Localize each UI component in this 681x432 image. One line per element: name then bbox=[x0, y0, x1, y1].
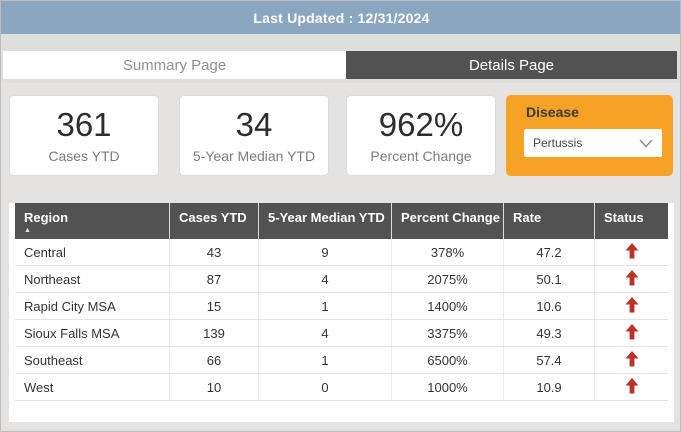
cell-median: 1 bbox=[259, 347, 392, 373]
cell-rate: 10.9 bbox=[504, 374, 595, 400]
disease-filter-card: Disease Pertussis bbox=[506, 95, 673, 176]
kpi-label: Percent Change bbox=[370, 147, 472, 164]
disease-dropdown[interactable]: Pertussis bbox=[524, 129, 662, 157]
kpi-label: 5-Year Median YTD bbox=[192, 147, 316, 164]
status-up-arrow-icon bbox=[625, 323, 639, 343]
cell-region: Sioux Falls MSA bbox=[15, 320, 170, 346]
chevron-down-icon bbox=[639, 139, 653, 148]
cell-percent-change: 3375% bbox=[392, 320, 504, 346]
cell-cases: 15 bbox=[170, 293, 259, 319]
cell-status bbox=[595, 347, 668, 373]
status-up-arrow-icon bbox=[625, 296, 639, 316]
cell-median: 4 bbox=[259, 266, 392, 292]
cell-cases: 139 bbox=[170, 320, 259, 346]
cell-status bbox=[595, 239, 668, 265]
cell-median: 1 bbox=[259, 293, 392, 319]
table-header-row: Region ▲ Cases YTD 5-Year Median YTD Per… bbox=[15, 203, 668, 239]
cell-region: West bbox=[15, 374, 170, 400]
table-row[interactable]: Southeast 66 1 6500% 57.4 bbox=[15, 347, 668, 374]
cell-rate: 57.4 bbox=[504, 347, 595, 373]
cell-rate: 47.2 bbox=[504, 239, 595, 265]
kpi-card-cases-ytd: 361 Cases YTD bbox=[9, 95, 159, 176]
cell-region: Rapid City MSA bbox=[15, 293, 170, 319]
cell-status bbox=[595, 293, 668, 319]
kpi-value: 361 bbox=[56, 105, 112, 143]
cell-rate: 50.1 bbox=[504, 266, 595, 292]
cell-median: 0 bbox=[259, 374, 392, 400]
status-up-arrow-icon bbox=[625, 377, 639, 397]
status-up-arrow-icon bbox=[625, 269, 639, 289]
cell-rate: 49.3 bbox=[504, 320, 595, 346]
column-header-cases-ytd[interactable]: Cases YTD bbox=[170, 203, 259, 239]
cell-percent-change: 1000% bbox=[392, 374, 504, 400]
disease-dropdown-value: Pertussis bbox=[533, 136, 583, 150]
cell-median: 9 bbox=[259, 239, 392, 265]
cell-cases: 43 bbox=[170, 239, 259, 265]
cell-rate: 10.6 bbox=[504, 293, 595, 319]
tab-details-page[interactable]: Details Page bbox=[346, 51, 677, 79]
sort-ascending-icon: ▲ bbox=[24, 227, 31, 234]
status-up-arrow-icon bbox=[625, 350, 639, 370]
region-table: Region ▲ Cases YTD 5-Year Median YTD Per… bbox=[15, 203, 668, 401]
table-row[interactable]: Rapid City MSA 15 1 1400% 10.6 bbox=[15, 293, 668, 320]
column-header-region[interactable]: Region ▲ bbox=[15, 203, 170, 239]
cell-region: Central bbox=[15, 239, 170, 265]
cell-percent-change: 378% bbox=[392, 239, 504, 265]
table-row[interactable]: Sioux Falls MSA 139 4 3375% 49.3 bbox=[15, 320, 668, 347]
tab-summary-page[interactable]: Summary Page bbox=[3, 51, 346, 79]
status-up-arrow-icon bbox=[625, 242, 639, 262]
cell-status bbox=[595, 266, 668, 292]
column-header-rate[interactable]: Rate bbox=[504, 203, 595, 239]
column-header-median-ytd[interactable]: 5-Year Median YTD bbox=[259, 203, 392, 239]
cell-region: Northeast bbox=[15, 266, 170, 292]
kpi-value: 962% bbox=[378, 105, 464, 143]
cell-percent-change: 2075% bbox=[392, 266, 504, 292]
cell-cases: 66 bbox=[170, 347, 259, 373]
cell-status bbox=[595, 374, 668, 400]
cell-cases: 87 bbox=[170, 266, 259, 292]
cell-cases: 10 bbox=[170, 374, 259, 400]
cell-percent-change: 6500% bbox=[392, 347, 504, 373]
last-updated-banner: Last Updated : 12/31/2024 bbox=[1, 1, 680, 34]
kpi-value: 34 bbox=[235, 105, 273, 143]
kpi-label: Cases YTD bbox=[48, 147, 120, 164]
table-row[interactable]: West 10 0 1000% 10.9 bbox=[15, 374, 668, 401]
cell-percent-change: 1400% bbox=[392, 293, 504, 319]
tab-summary-label: Summary Page bbox=[122, 56, 227, 74]
kpi-card-percent-change: 962% Percent Change bbox=[346, 95, 496, 176]
last-updated-text: Last Updated : 12/31/2024 bbox=[253, 9, 430, 26]
cell-median: 4 bbox=[259, 320, 392, 346]
cell-status bbox=[595, 320, 668, 346]
column-header-percent-change[interactable]: Percent Change bbox=[392, 203, 504, 239]
disease-filter-label: Disease bbox=[526, 104, 579, 120]
tab-details-label: Details Page bbox=[468, 56, 555, 74]
table-row[interactable]: Central 43 9 378% 47.2 bbox=[15, 239, 668, 266]
region-table-panel: Region ▲ Cases YTD 5-Year Median YTD Per… bbox=[9, 203, 674, 422]
kpi-card-median-ytd: 34 5-Year Median YTD bbox=[179, 95, 329, 176]
table-row[interactable]: Northeast 87 4 2075% 50.1 bbox=[15, 266, 668, 293]
column-header-status[interactable]: Status bbox=[604, 210, 644, 225]
cell-region: Southeast bbox=[15, 347, 170, 373]
